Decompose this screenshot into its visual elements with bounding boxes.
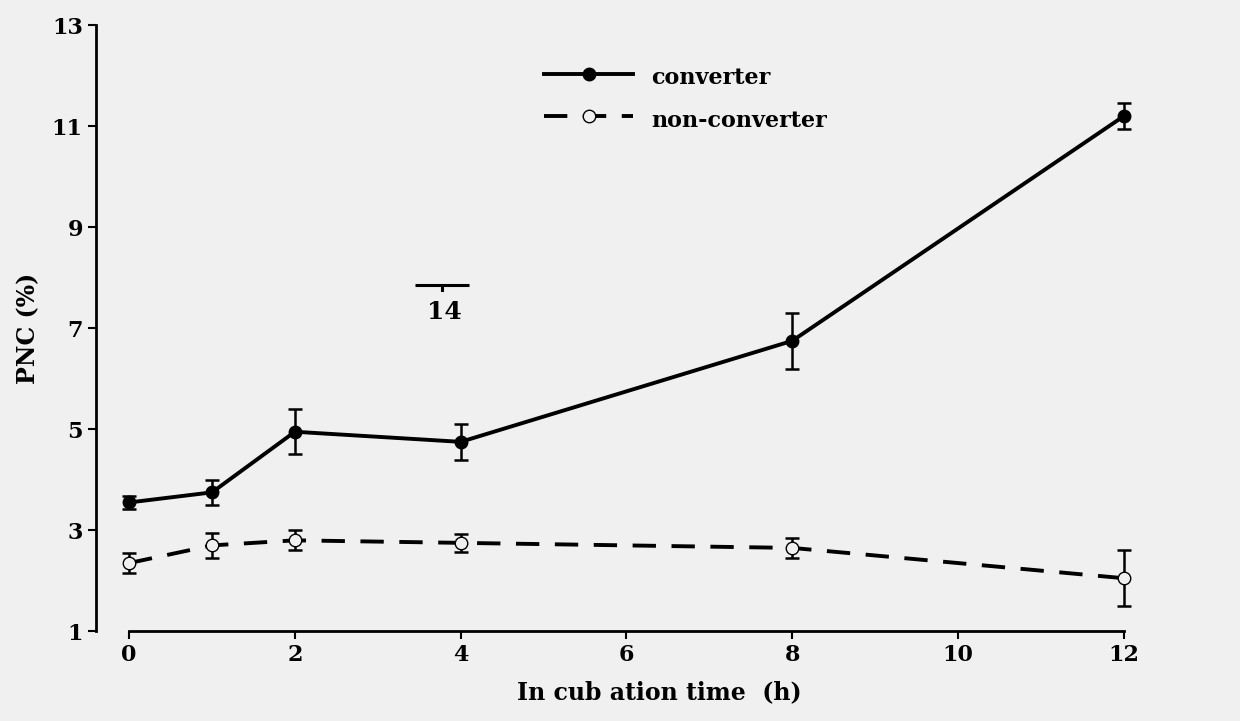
Legend: converter, non-converter: converter, non-converter <box>536 55 836 142</box>
Text: 14: 14 <box>427 301 461 324</box>
Y-axis label: PNC (%): PNC (%) <box>16 273 41 384</box>
X-axis label: In cub ation time  (h): In cub ation time (h) <box>517 681 802 704</box>
